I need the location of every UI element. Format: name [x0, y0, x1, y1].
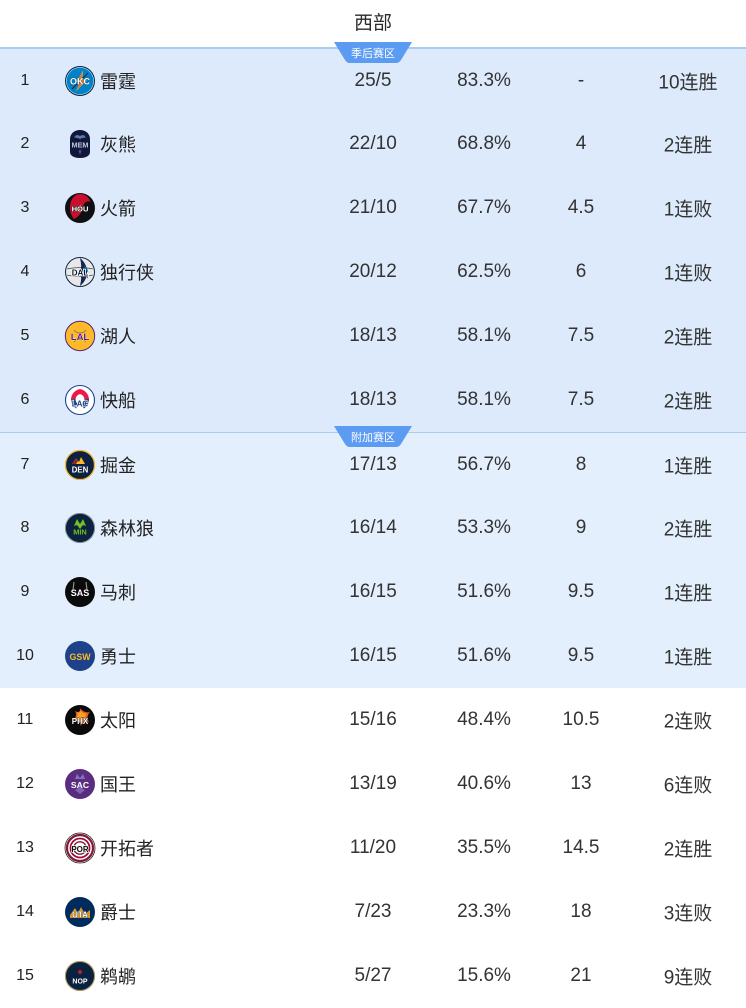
svg-text:GSW: GSW: [69, 652, 91, 662]
svg-text:POR: POR: [71, 845, 89, 854]
svg-text:DEN: DEN: [72, 465, 89, 474]
svg-text:SAS: SAS: [71, 588, 90, 598]
svg-text:NOP: NOP: [72, 979, 88, 986]
svg-text:SAC: SAC: [71, 780, 89, 790]
svg-text:MIN: MIN: [73, 528, 87, 537]
svg-text:PHX: PHX: [72, 717, 89, 726]
svg-text:LAC: LAC: [72, 400, 89, 409]
svg-text:UTA: UTA: [72, 911, 88, 920]
svg-text:HOU: HOU: [72, 205, 89, 214]
svg-text:OKC: OKC: [70, 76, 91, 86]
svg-text:MEM: MEM: [71, 141, 88, 150]
svg-text:DAL: DAL: [72, 269, 89, 278]
svg-text:LAL: LAL: [71, 332, 90, 343]
